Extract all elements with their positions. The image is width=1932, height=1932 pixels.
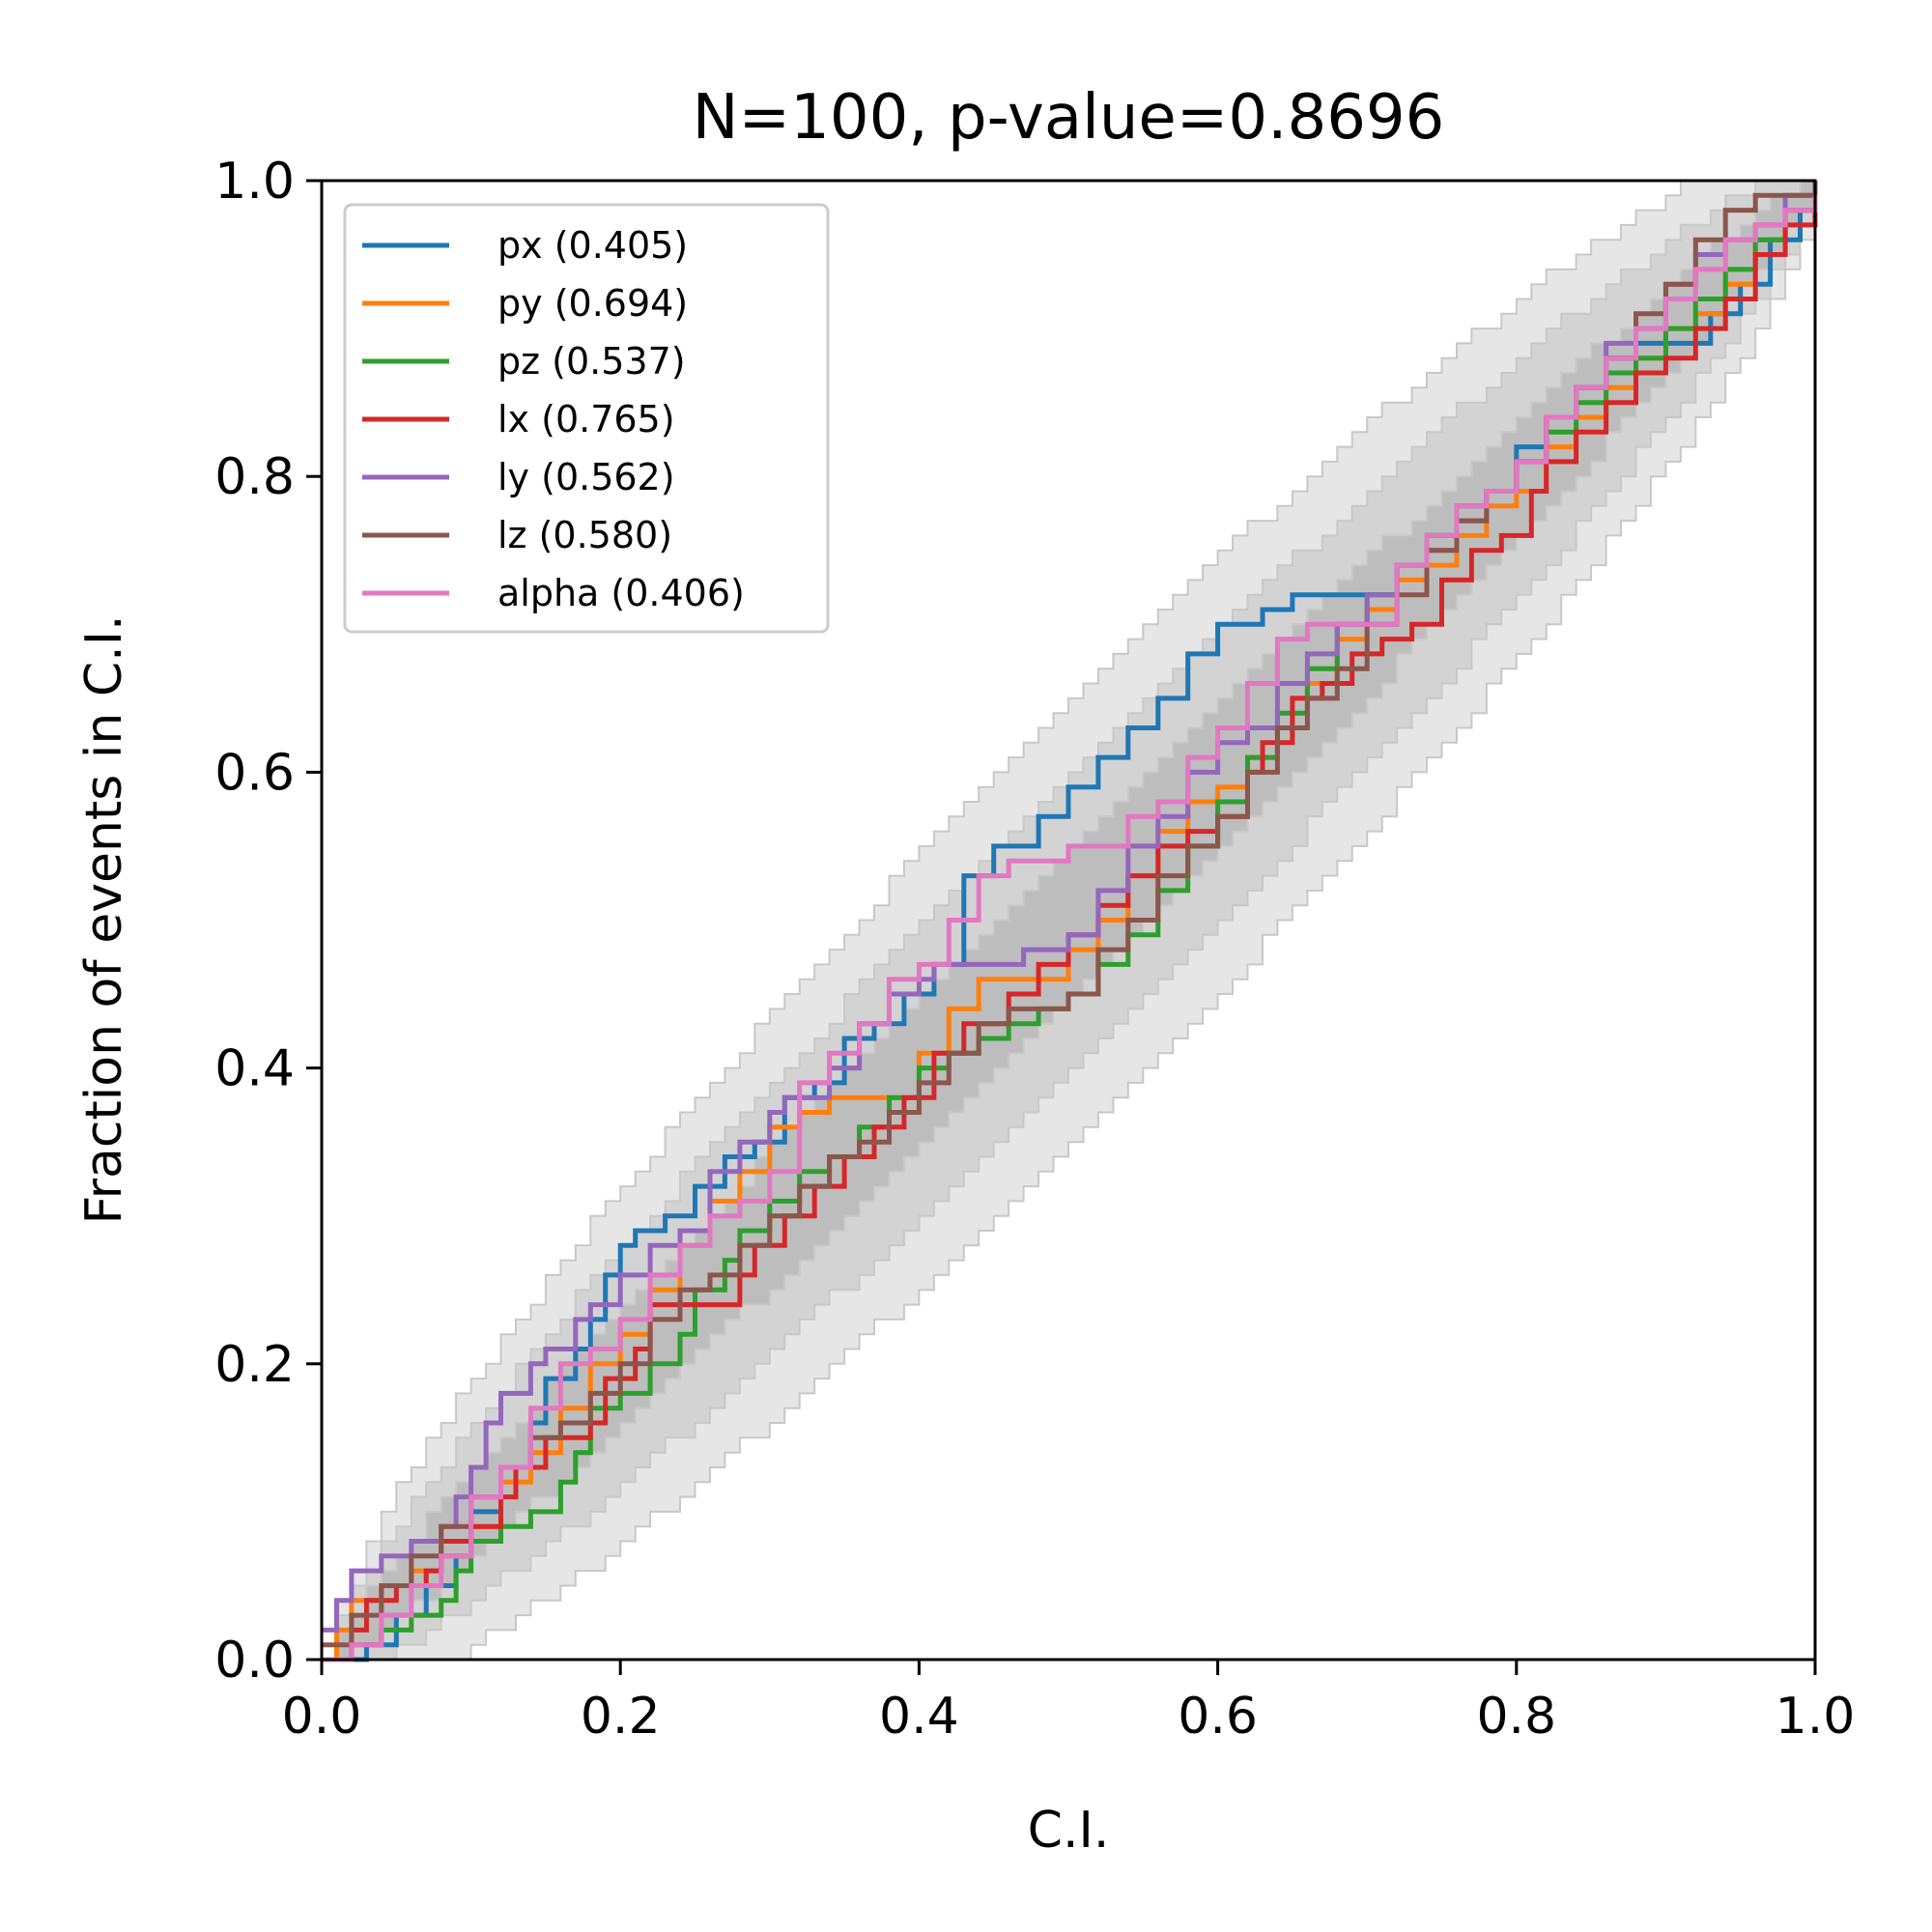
- x-axis-label: C.I.: [1028, 1802, 1110, 1860]
- x-tick-label: 0.8: [1476, 1688, 1556, 1746]
- y-tick-label: 0.4: [214, 1040, 295, 1098]
- legend-label: lz (0.580): [497, 514, 672, 556]
- plot-frame: [320, 179, 1817, 1662]
- legend-label: pz (0.537): [497, 340, 686, 383]
- legend-box: [343, 203, 830, 634]
- series-line-alpha: [322, 195, 1818, 1662]
- legend-label: ly (0.562): [497, 456, 675, 498]
- series-line-pz: [322, 181, 1818, 1662]
- y-tick-label: 0.6: [214, 744, 295, 802]
- legend-label: alpha (0.406): [497, 572, 745, 614]
- x-axis: 0.0 0.2 0.4 0.6 0.8 1.0: [282, 1660, 1856, 1746]
- legend: px (0.405) py (0.694) pz (0.537) lx (0.765)…: [343, 203, 830, 634]
- y-axis: 0.0 0.2 0.4 0.6 0.8 1.0: [214, 153, 322, 1690]
- y-tick-label: 1.0: [214, 153, 295, 211]
- x-tick-label: 0.6: [1178, 1688, 1258, 1746]
- legend-label: px (0.405): [497, 224, 688, 267]
- x-tick-label: 0.4: [879, 1688, 959, 1746]
- x-tick-label: 0.0: [282, 1688, 362, 1746]
- y-tick-label: 0.8: [214, 448, 295, 506]
- x-tick-label: 0.2: [581, 1688, 661, 1746]
- legend-label: lx (0.765): [497, 398, 675, 440]
- legend-label: py (0.694): [497, 282, 688, 325]
- series-layer: [322, 181, 1818, 1662]
- y-tick-label: 0.0: [214, 1632, 295, 1690]
- y-axis-label: Fraction of events in C.I.: [75, 614, 133, 1224]
- chart-title: N=100, p-value=0.8696: [693, 82, 1445, 154]
- y-tick-label: 0.2: [214, 1336, 295, 1394]
- x-tick-label: 1.0: [1776, 1688, 1856, 1746]
